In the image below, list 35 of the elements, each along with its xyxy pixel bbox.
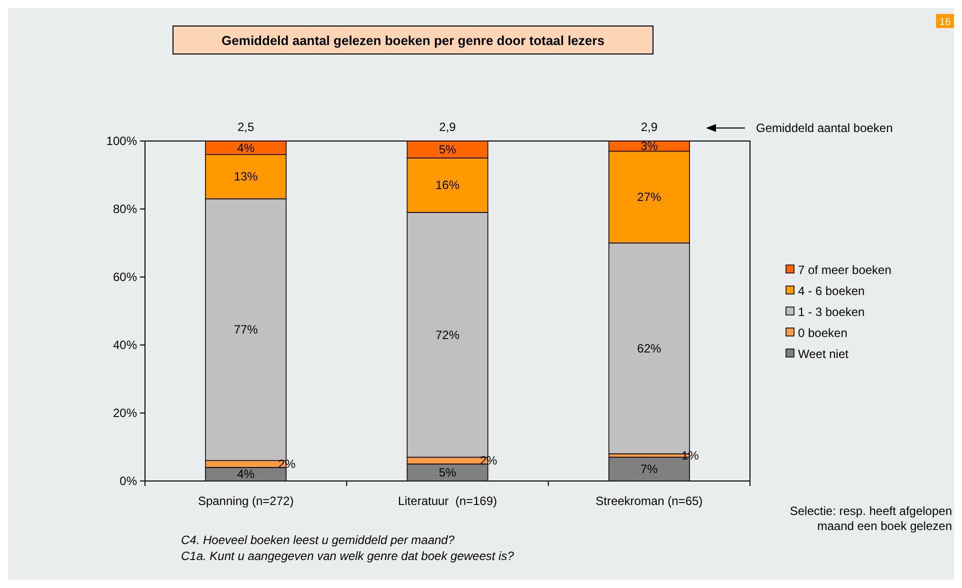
data-label: 72%	[435, 328, 460, 342]
legend-label: 0 boeken	[798, 326, 848, 340]
data-label: 27%	[637, 190, 662, 204]
data-label: 4%	[237, 140, 255, 155]
y-tick-label: 80%	[112, 202, 138, 216]
text: C1a. Kunt u aangegeven van welk genre dat boek geweest is?	[181, 549, 514, 563]
legend-label: 7 of meer boeken	[798, 263, 892, 277]
data-label: 13%	[234, 170, 258, 184]
x-tick-label: Spanning (n=272)	[198, 494, 294, 508]
text: Selectie: resp. heeft afgelopen maand een boek gelezen	[790, 504, 952, 533]
legend-label: 1 - 3 boeken	[798, 305, 865, 319]
data-label: 5%	[438, 466, 456, 480]
y-tick-label: 60%	[112, 270, 138, 284]
chart-title: Gemiddeld aantal gelezen boeken per genre door totaal lezers	[222, 33, 604, 48]
text: 16	[939, 17, 951, 28]
y-tick-label: 40%	[112, 338, 138, 352]
text: 2,9	[439, 120, 456, 134]
legend-label: Weet niet	[798, 347, 850, 361]
data-label: 16%	[435, 178, 460, 192]
text: C4. Hoeveel boeken leest u gemiddeld per maand?	[181, 533, 455, 547]
y-tick-label: 20%	[112, 406, 138, 420]
data-label: 77%	[234, 322, 258, 337]
legend-label: 4 - 6 boeken	[798, 284, 865, 298]
text: 2,9	[640, 120, 658, 134]
data-label: 3%	[640, 139, 658, 154]
data-label: 7%	[640, 462, 658, 476]
text: Gemiddeld aantal boeken	[756, 121, 893, 135]
x-tick-label: Literatuur (n=169)	[398, 494, 498, 508]
data-label: 5%	[438, 142, 456, 156]
x-tick-label: Streekroman (n=65)	[596, 494, 703, 508]
text: 2,5	[237, 120, 254, 134]
y-tick-label: 100%	[106, 134, 138, 148]
y-tick-label: 0%	[120, 474, 138, 488]
data-label: 4%	[237, 467, 255, 482]
data-label: 62%	[637, 341, 662, 356]
